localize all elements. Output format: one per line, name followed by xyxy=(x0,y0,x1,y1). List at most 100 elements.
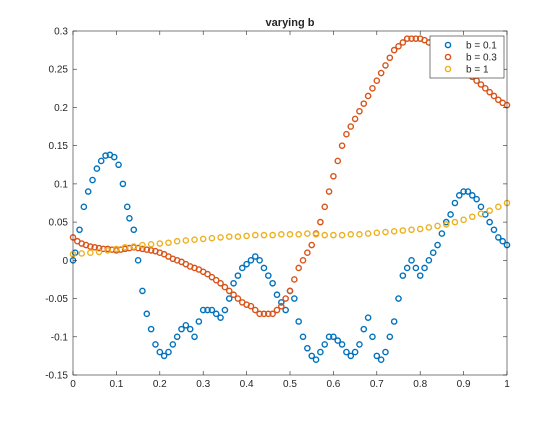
data-point xyxy=(338,142,346,149)
data-point xyxy=(295,264,302,272)
data-point xyxy=(139,287,146,295)
data-point xyxy=(199,235,207,243)
data-point xyxy=(251,306,259,314)
data-point xyxy=(204,270,211,278)
data-point xyxy=(447,211,454,218)
data-point xyxy=(299,257,307,264)
data-point xyxy=(317,218,324,226)
data-point xyxy=(121,244,129,251)
y-tick-label: 0.05 xyxy=(49,218,69,229)
data-point xyxy=(330,231,337,239)
data-point xyxy=(269,279,276,287)
data-point xyxy=(143,246,151,253)
legend-item[interactable]: b = 1 xyxy=(444,65,489,76)
data-point xyxy=(278,231,285,238)
data-point xyxy=(234,295,242,302)
legend-marker xyxy=(444,53,452,61)
data-point xyxy=(89,176,96,184)
data-point xyxy=(251,253,259,260)
data-point xyxy=(347,231,355,238)
x-tick-label: 0.2 xyxy=(153,379,167,390)
data-point xyxy=(76,226,83,234)
data-point xyxy=(495,203,502,211)
y-tick-label: 0.1 xyxy=(54,179,68,190)
legend-label: b = 0.1 xyxy=(466,41,497,52)
data-point xyxy=(91,244,98,251)
data-point xyxy=(334,157,342,165)
legend-marker xyxy=(444,65,452,73)
legend-marker xyxy=(444,41,452,49)
data-point xyxy=(182,322,190,329)
data-point xyxy=(108,246,116,253)
data-point xyxy=(260,231,268,239)
data-point xyxy=(421,264,428,272)
x-tick-label: 0.5 xyxy=(283,379,297,390)
data-point xyxy=(412,264,420,272)
data-point xyxy=(165,348,172,356)
data-point xyxy=(416,272,424,279)
data-point xyxy=(412,35,420,42)
data-point xyxy=(97,157,105,165)
data-point xyxy=(442,221,450,228)
data-point xyxy=(147,247,155,254)
data-point xyxy=(499,237,506,245)
data-point xyxy=(147,325,155,333)
legend-box xyxy=(429,35,505,79)
data-point xyxy=(247,257,255,264)
x-axis: 0 0.1 0.2 0.3 0.4 0.5 0.6 0.7 0.8 0.9 1 xyxy=(70,31,510,390)
data-point xyxy=(217,234,224,241)
data-point xyxy=(119,180,127,188)
data-point xyxy=(308,241,316,249)
data-point xyxy=(369,85,376,92)
data-point xyxy=(102,152,109,159)
data-point xyxy=(308,352,316,360)
data-point xyxy=(347,123,355,130)
data-point xyxy=(425,257,433,264)
data-point xyxy=(95,248,103,256)
data-point xyxy=(212,310,220,318)
data-point xyxy=(156,240,164,247)
data-point xyxy=(356,341,363,348)
data-point xyxy=(238,264,246,272)
data-point xyxy=(212,276,220,284)
data-point xyxy=(84,188,92,195)
data-point xyxy=(87,249,94,256)
data-point xyxy=(186,325,194,333)
legend-item[interactable]: b = 0.3 xyxy=(444,53,497,64)
data-point xyxy=(134,257,142,264)
data-point xyxy=(230,291,237,299)
data-point xyxy=(304,230,311,237)
data-point xyxy=(269,231,276,239)
data-point xyxy=(403,264,411,272)
x-tick-label: 0.9 xyxy=(457,379,471,390)
data-point xyxy=(225,233,233,240)
data-point xyxy=(495,234,502,241)
data-point xyxy=(477,210,485,218)
data-point xyxy=(390,227,398,235)
data-point xyxy=(195,318,203,325)
data-point xyxy=(278,299,285,306)
x-tick-label: 0.1 xyxy=(109,379,123,390)
data-point xyxy=(455,192,463,199)
data-point xyxy=(338,341,346,348)
data-point xyxy=(291,276,298,283)
y-axis: -0.15 -0.1 -0.05 0 0.05 0.1 0.15 0.2 0.25 0.3 xyxy=(45,27,507,382)
data-point xyxy=(330,333,337,341)
data-point xyxy=(495,96,502,104)
data-point xyxy=(104,247,112,254)
data-point xyxy=(490,92,498,100)
data-point xyxy=(93,165,101,172)
data-point xyxy=(490,226,498,234)
plot-area xyxy=(73,31,507,375)
y-tick-label: 0.3 xyxy=(54,27,68,38)
data-point xyxy=(338,231,346,239)
data-point xyxy=(204,306,211,314)
data-point xyxy=(304,249,311,256)
data-point xyxy=(486,218,493,226)
data-point xyxy=(191,236,198,243)
data-point xyxy=(225,295,233,302)
data-point xyxy=(123,203,131,211)
x-tick-label: 0 xyxy=(70,379,76,390)
legend[interactable]: b = 0.1b = 0.3b = 1 xyxy=(429,35,505,79)
legend-item[interactable]: b = 0.1 xyxy=(444,41,497,52)
